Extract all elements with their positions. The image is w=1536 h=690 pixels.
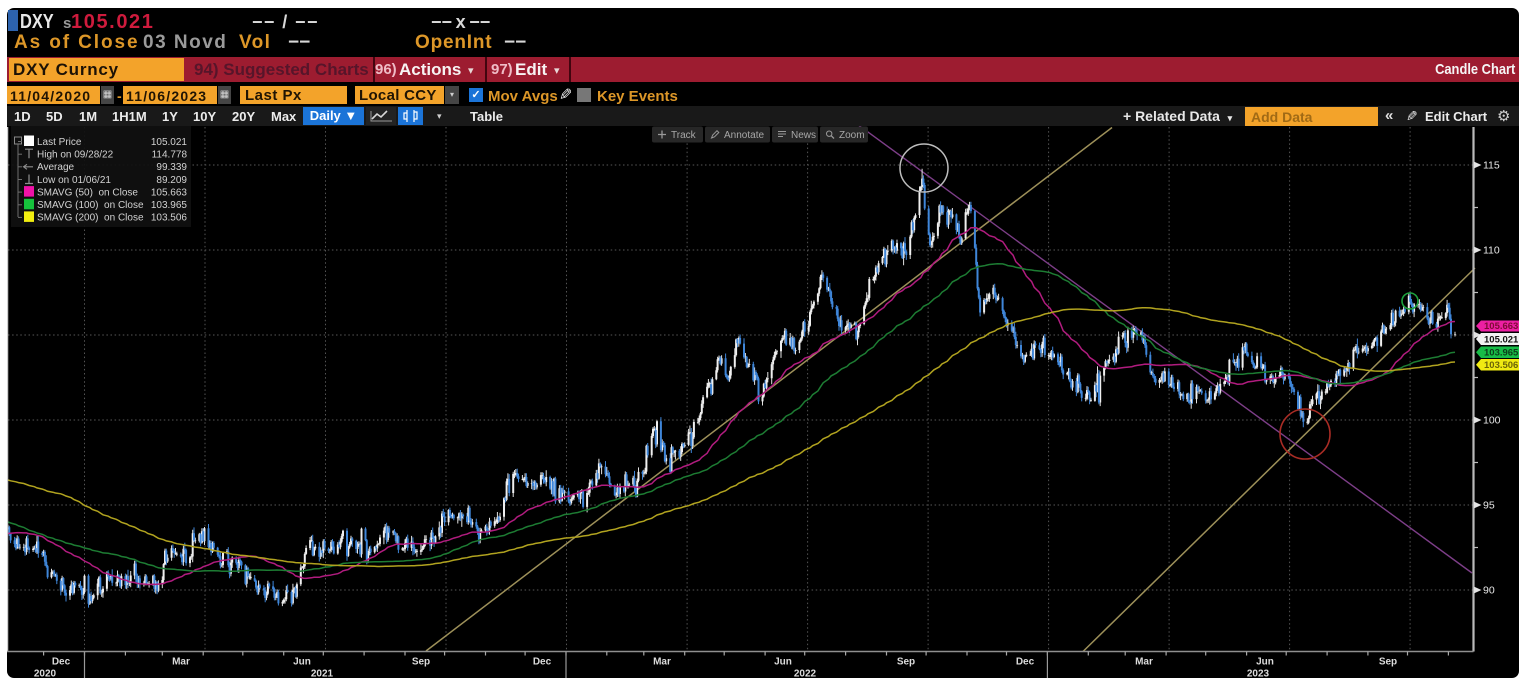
- svg-text:2021: 2021: [311, 669, 334, 679]
- svg-text:90: 90: [1483, 585, 1495, 597]
- svg-text:Dec: Dec: [533, 657, 552, 668]
- svg-text:Track: Track: [671, 130, 697, 141]
- svg-text:103.965: 103.965: [1484, 347, 1519, 358]
- svg-text:Mar: Mar: [653, 657, 671, 668]
- svg-text:105.663: 105.663: [1484, 321, 1518, 332]
- svg-text:Mar: Mar: [1135, 657, 1153, 668]
- svg-text:99.339: 99.339: [156, 162, 187, 173]
- svg-text:Sep: Sep: [1379, 657, 1397, 668]
- svg-text:114.778: 114.778: [152, 150, 188, 161]
- svg-text:High on 09/28/22: High on 09/28/22: [37, 150, 114, 161]
- svg-text:110: 110: [1483, 245, 1500, 257]
- svg-text:2022: 2022: [794, 669, 817, 679]
- svg-text:115: 115: [1483, 160, 1500, 172]
- svg-text:89.209: 89.209: [156, 175, 187, 186]
- svg-text:Jun: Jun: [774, 657, 792, 668]
- svg-text:Jun: Jun: [1256, 657, 1274, 668]
- svg-text:105.021: 105.021: [151, 137, 188, 148]
- svg-text:Dec: Dec: [1016, 657, 1035, 668]
- svg-text:Dec: Dec: [52, 657, 71, 668]
- svg-text:Sep: Sep: [897, 657, 915, 668]
- svg-text:105.021: 105.021: [1484, 334, 1519, 345]
- svg-text:2023: 2023: [1247, 669, 1270, 679]
- svg-text:Sep: Sep: [412, 657, 430, 668]
- svg-text:Jun: Jun: [293, 657, 311, 668]
- svg-text:SMAVG (200) on Close: SMAVG (200) on Close: [37, 213, 144, 224]
- svg-text:SMAVG (100) on Close: SMAVG (100) on Close: [37, 200, 144, 211]
- svg-text:103.506: 103.506: [1484, 360, 1518, 371]
- svg-text:105.663: 105.663: [151, 187, 188, 198]
- svg-text:SMAVG (50) on Close: SMAVG (50) on Close: [37, 187, 138, 198]
- svg-text:Last Price: Last Price: [37, 137, 82, 148]
- svg-text:Annotate: Annotate: [724, 130, 764, 141]
- svg-text:100: 100: [1483, 415, 1501, 427]
- svg-text:2020: 2020: [34, 669, 57, 679]
- svg-text:News: News: [791, 130, 816, 141]
- svg-text:Zoom: Zoom: [839, 130, 865, 141]
- svg-text:Low on 01/06/21: Low on 01/06/21: [37, 175, 111, 186]
- svg-text:103.506: 103.506: [151, 213, 188, 224]
- svg-text:103.965: 103.965: [151, 200, 188, 211]
- svg-text:95: 95: [1483, 500, 1495, 512]
- svg-text:Average: Average: [37, 162, 75, 173]
- svg-text:Mar: Mar: [172, 657, 190, 668]
